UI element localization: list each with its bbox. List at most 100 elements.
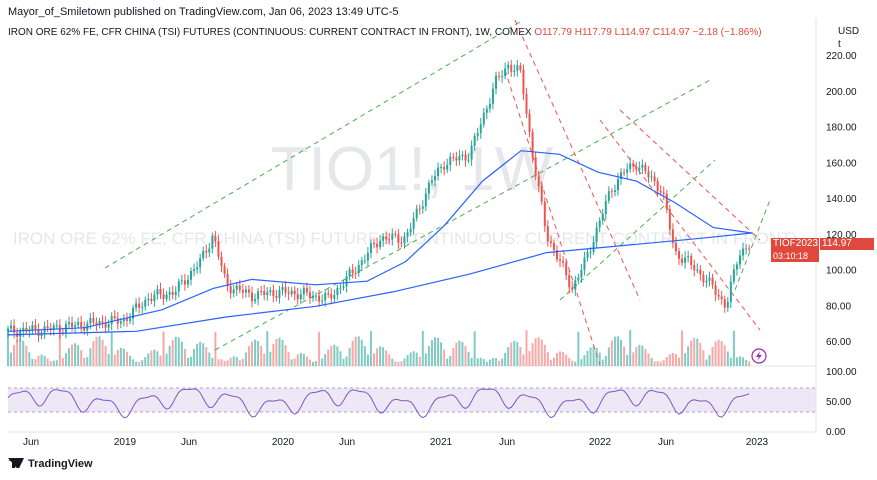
candle-body [168,291,171,295]
candle-body [415,208,418,219]
candle-body [369,243,372,253]
candle-body [153,294,156,301]
candle-body [711,277,714,286]
candle-body [74,325,77,327]
volume-bar [64,353,67,366]
candle-body [464,154,467,161]
candle-body [135,303,138,308]
volume-bar [360,339,363,366]
volume-bar [668,354,671,366]
candle-body [693,265,696,271]
volume-bar [174,336,177,366]
candle-body [696,269,699,271]
candle-body [607,191,610,201]
volume-bar [196,343,199,366]
tradingview-logo[interactable]: TradingView [8,458,93,470]
volume-bar [464,346,467,366]
symbol-description: IRON ORE 62% FE, CFR CHINA (TSI) FUTURES… [8,27,532,38]
candle-body [293,290,296,295]
lightning-icon[interactable] [751,348,767,364]
volume-bar [19,338,22,366]
volume-bar [592,346,595,366]
candle-body [556,250,558,260]
volume-bar [351,340,354,366]
volume-bar [89,348,92,366]
candle-body [129,318,131,321]
volume-bar [711,346,714,366]
candle-body [562,261,565,263]
candle-body [101,320,104,323]
volume-bar [308,359,311,366]
candle-body [83,326,86,331]
tag-ticker: TIOF2023 [773,238,819,249]
rsi-tick-label: 50.00 [826,397,851,408]
candle-body [647,171,650,178]
trendline [514,19,641,301]
volume-bar [595,347,598,366]
volume-bar [434,337,436,366]
volume-bar [699,343,702,366]
candle-body [205,250,208,253]
candle-body [391,233,394,240]
volume-bar [46,358,49,366]
volume-bar [610,340,613,366]
price-tick-label: 200.00 [826,87,857,98]
candle-body [617,179,619,191]
volume-bar [495,358,497,366]
candle-body [501,76,504,78]
candle-body [238,285,241,291]
volume-bar [674,354,677,366]
candle-body [251,292,253,302]
price-tick-label: 220.00 [826,51,857,62]
candle-body [186,279,189,285]
volume-bar [708,354,711,366]
volume-bar [345,356,348,366]
candle-body [495,75,497,89]
volume-bar [449,355,452,366]
volume-bar [190,356,192,366]
candle-body [601,213,604,221]
candle-body [174,291,177,296]
volume-bar [498,360,501,366]
volume-bar [217,359,220,366]
candle-body [586,252,589,258]
price-tick-label: 100.00 [826,266,857,277]
volume-bar [321,358,324,366]
candle-body [623,172,626,174]
volume-bar [430,340,433,366]
volume-bar [165,353,168,366]
volume-bar [71,344,74,366]
candle-body [473,135,476,146]
candle-body [104,322,107,328]
candle-body [507,64,510,69]
candle-body [388,239,391,241]
volume-bar [229,357,232,366]
volume-bar [260,345,263,366]
volume-bar [55,360,58,366]
volume-bar [568,357,571,366]
time-tick-label: 2019 [114,437,137,448]
candle-body [745,248,748,250]
candle-body [119,321,122,324]
volume-bar [342,358,345,366]
volume-bar [257,340,260,366]
candle-body [540,186,543,202]
volume-bar [22,340,25,366]
candle-body [342,286,345,288]
candle-body [671,229,674,243]
candle-body [327,293,330,295]
volume-bar [577,331,580,366]
volume-bar [132,359,135,366]
volume-bar [327,349,330,366]
candle-body [446,164,449,170]
candle-body [68,322,70,325]
volume-bar [318,331,321,366]
candle-body [10,325,13,329]
candle-body [89,318,92,324]
volume-bar [629,330,632,366]
watermark: TIO1!, 1W IRON ORE 62% FE, CFR CHINA (TS… [13,135,797,248]
publisher-caption: Mayor_of_Smiletown published on TradingV… [8,6,399,18]
candle-body [467,159,470,161]
candle-body [543,201,546,227]
